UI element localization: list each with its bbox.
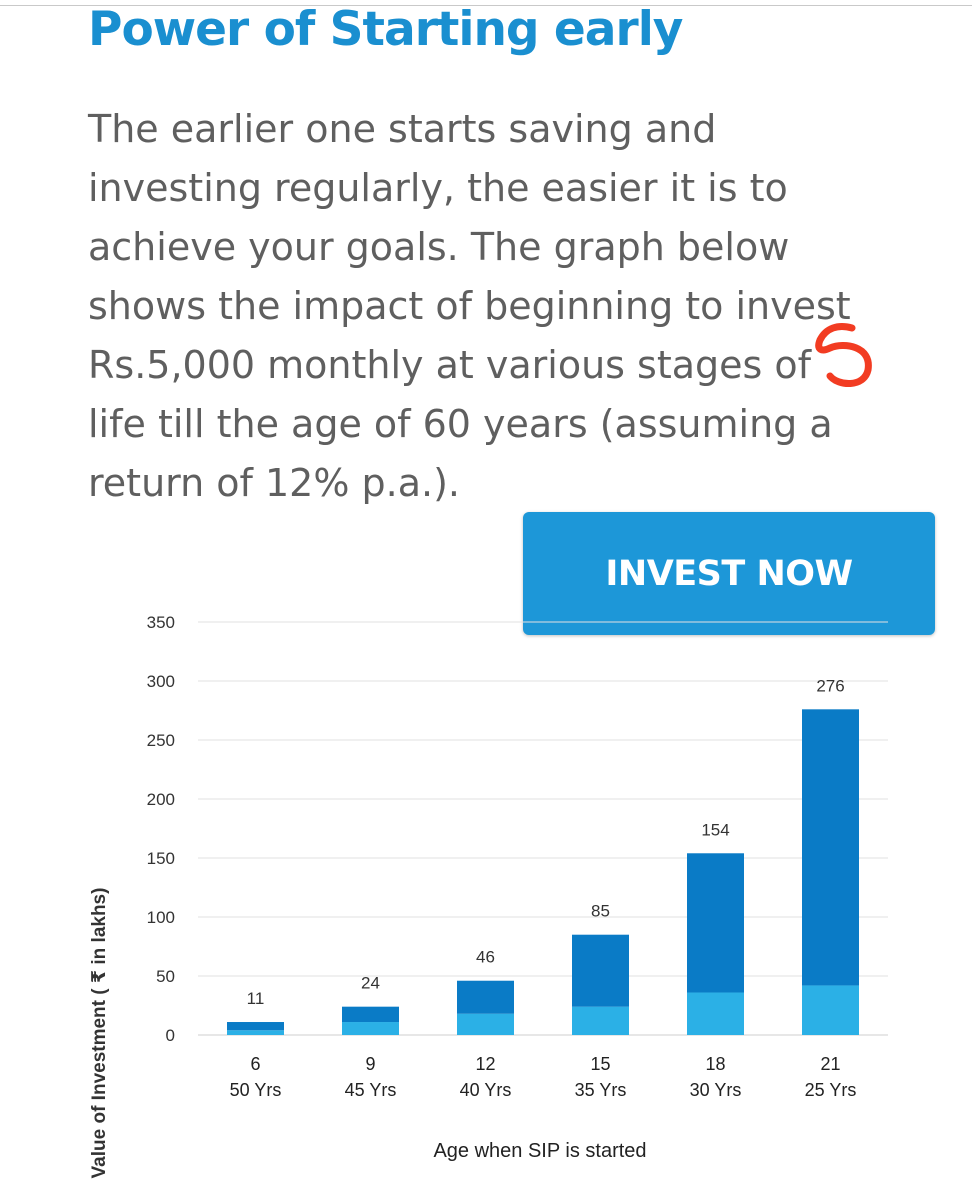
x-tick-label: 12 xyxy=(475,1054,495,1074)
handwritten-annotation xyxy=(815,323,872,387)
bar-segment-lower xyxy=(227,1030,284,1035)
x-tick-label: 21 xyxy=(820,1054,840,1074)
data-label: 11 xyxy=(247,989,265,1008)
bar-segment-lower xyxy=(342,1022,399,1035)
bar-segment-upper xyxy=(227,1022,284,1031)
x-tick-label: 15 xyxy=(590,1054,610,1074)
invest-now-button[interactable]: INVEST NOW xyxy=(523,512,935,635)
y-tick-label: 0 xyxy=(166,1026,175,1045)
x-tick-label: 6 xyxy=(250,1054,260,1074)
x-axis-label: Age when SIP is started xyxy=(433,1140,646,1162)
bar-segment-lower xyxy=(687,992,744,1035)
bar-segment-upper xyxy=(457,980,514,1014)
y-tick-label: 100 xyxy=(147,908,175,927)
bar-segment-lower xyxy=(802,985,859,1035)
intro-paragraph: The earlier one starts saving and invest… xyxy=(88,107,851,505)
chart-bars xyxy=(227,709,859,1035)
y-tick-label: 200 xyxy=(147,790,175,809)
data-label: 46 xyxy=(476,948,495,967)
y-tick-label: 50 xyxy=(156,967,175,986)
x-tick-label: 35 Yrs xyxy=(575,1080,627,1100)
y-tick-label: 300 xyxy=(147,672,175,691)
data-label: 24 xyxy=(361,974,380,993)
bar-segment-upper xyxy=(572,934,629,1007)
y-tick-label: 250 xyxy=(147,731,175,750)
y-tick-label: 350 xyxy=(147,613,175,632)
page-title: Power of Starting early xyxy=(88,2,683,57)
data-label: 154 xyxy=(701,820,729,839)
y-axis-ticks: 0 50 100 150 200 250 300 350 xyxy=(147,613,175,1045)
top-divider xyxy=(0,5,972,6)
chart-data-labels: 11 24 46 85 154 276 xyxy=(247,676,845,1008)
chart-gridlines xyxy=(198,621,888,1036)
data-label: 276 xyxy=(816,676,844,695)
sip-bar-chart: 0 50 100 150 200 250 300 350 11 24 46 85 154 276 6 50… xyxy=(89,613,888,1179)
x-tick-label: 9 xyxy=(365,1054,375,1074)
x-tick-label: 25 Yrs xyxy=(805,1080,857,1100)
bar-segment-lower xyxy=(457,1013,514,1035)
data-label: 85 xyxy=(591,902,610,921)
bar-segment-lower xyxy=(572,1006,629,1035)
x-tick-label: 30 Yrs xyxy=(690,1080,742,1100)
x-tick-label: 50 Yrs xyxy=(230,1080,282,1100)
bar-segment-upper xyxy=(342,1006,399,1023)
x-tick-label: 40 Yrs xyxy=(460,1080,512,1100)
y-tick-label: 150 xyxy=(147,849,175,868)
x-tick-label: 45 Yrs xyxy=(345,1080,397,1100)
y-axis-label: Value of Investment ( ₹ in lakhs) xyxy=(89,888,110,1179)
x-axis-ticks: 6 50 Yrs 9 45 Yrs 12 40 Yrs 15 35 Yrs 18 30 Yrs 21… xyxy=(230,1054,857,1100)
bar-segment-upper xyxy=(687,853,744,993)
x-tick-label: 18 xyxy=(705,1054,725,1074)
bar-segment-upper xyxy=(802,709,859,986)
